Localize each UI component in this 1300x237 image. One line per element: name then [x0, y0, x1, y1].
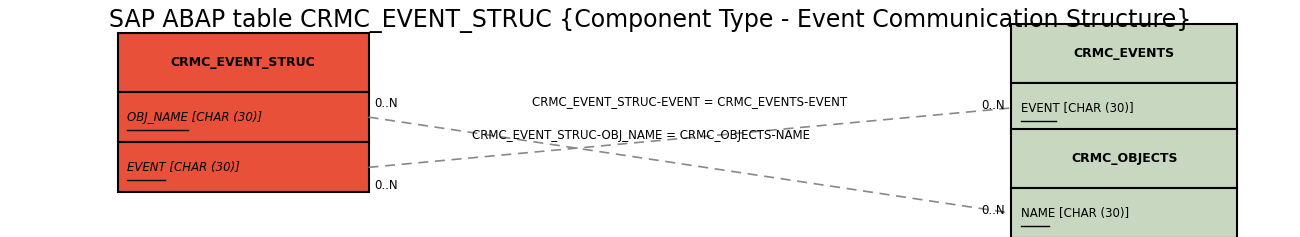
FancyBboxPatch shape — [118, 92, 368, 142]
Text: 0..N: 0..N — [374, 179, 398, 192]
Text: 0..N: 0..N — [982, 99, 1005, 112]
FancyBboxPatch shape — [1011, 23, 1238, 83]
Text: CRMC_OBJECTS: CRMC_OBJECTS — [1071, 152, 1178, 165]
Text: CRMC_EVENTS: CRMC_EVENTS — [1074, 47, 1175, 60]
FancyBboxPatch shape — [1011, 128, 1238, 188]
Text: 0..N: 0..N — [374, 97, 398, 110]
Text: NAME [CHAR (30)]: NAME [CHAR (30)] — [1020, 206, 1128, 219]
Text: 0..N: 0..N — [982, 204, 1005, 217]
Text: CRMC_EVENT_STRUC-OBJ_NAME = CRMC_OBJECTS-NAME: CRMC_EVENT_STRUC-OBJ_NAME = CRMC_OBJECTS… — [472, 129, 810, 142]
Text: CRMC_EVENT_STRUC-EVENT = CRMC_EVENTS-EVENT: CRMC_EVENT_STRUC-EVENT = CRMC_EVENTS-EVE… — [532, 95, 848, 108]
Text: EVENT [CHAR (30)]: EVENT [CHAR (30)] — [127, 161, 240, 174]
Text: CRMC_EVENT_STRUC: CRMC_EVENT_STRUC — [170, 56, 316, 69]
Text: EVENT [CHAR (30)]: EVENT [CHAR (30)] — [1020, 101, 1134, 114]
FancyBboxPatch shape — [118, 33, 368, 92]
FancyBboxPatch shape — [1011, 83, 1238, 133]
Text: SAP ABAP table CRMC_EVENT_STRUC {Component Type - Event Communication Structure}: SAP ABAP table CRMC_EVENT_STRUC {Compone… — [109, 8, 1191, 32]
FancyBboxPatch shape — [1011, 188, 1238, 237]
Text: OBJ_NAME [CHAR (30)]: OBJ_NAME [CHAR (30)] — [127, 111, 263, 124]
FancyBboxPatch shape — [118, 142, 368, 192]
